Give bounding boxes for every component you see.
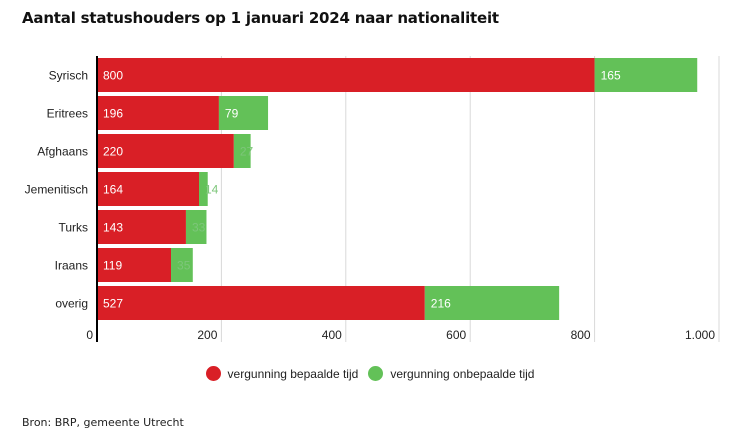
x-tick-label-600: 600 <box>446 328 466 342</box>
data-label-syrisch-onbepaald: 165 <box>601 69 621 83</box>
x-tick-label-200: 200 <box>197 328 217 342</box>
chart-title: Aantal statushouders op 1 januari 2024 n… <box>22 9 499 27</box>
category-label-eritrees: Eritrees <box>47 107 88 121</box>
bar-iraans-onbepaald <box>171 248 193 282</box>
legend-marker-onbepaald <box>368 366 384 381</box>
category-label-overig: overig <box>55 297 88 311</box>
bar-afghaans-onbepaald <box>233 134 251 168</box>
chart-area: 800 165 Syrisch 196 79 Eritrees 220 27 Afghaans 1… <box>25 56 720 342</box>
x-tick-label-800: 800 <box>571 328 591 342</box>
data-label-iraans-onbepaald: 35 <box>177 259 191 273</box>
data-label-turks-bepaald: 143 <box>103 221 123 235</box>
legend-item-onbepaald: vergunning onbepaalde tijd <box>368 366 534 381</box>
bar-iraans-bepaald <box>97 248 172 282</box>
source-note: Bron: BRP, gemeente Utrecht <box>22 416 184 429</box>
data-label-iraans-bepaald: 119 <box>103 259 122 273</box>
data-label-syrisch-bepaald: 800 <box>103 69 123 83</box>
legend-item-bepaald: vergunning bepaalde tijd <box>205 366 359 381</box>
data-label-overig-bepaald: 527 <box>103 297 123 311</box>
category-label-syrisch: Syrisch <box>49 69 88 83</box>
legend-marker-bepaald <box>205 366 221 381</box>
bar-syrisch-onbepaald <box>594 58 698 92</box>
data-label-jemenitisch-bepaald: 164 <box>103 183 123 197</box>
x-tick-label-400: 400 <box>322 328 342 342</box>
bar-overig-bepaald <box>97 286 425 320</box>
x-tick-label-1000: 1.000 <box>685 328 715 342</box>
legend-label-onbepaald: vergunning onbepaalde tijd <box>390 366 535 381</box>
data-label-overig-onbepaald: 216 <box>431 297 451 311</box>
x-tick-label-0: 0 <box>86 328 93 342</box>
data-label-eritrees-onbepaald: 79 <box>225 107 239 121</box>
category-label-afghaans: Afghaans <box>37 145 88 159</box>
data-label-turks-onbepaald: 33 <box>192 221 206 235</box>
legend: vergunning bepaalde tijd vergunning onbe… <box>0 366 740 381</box>
bar-eritrees-onbepaald <box>218 96 269 130</box>
bar-eritrees-bepaald <box>97 96 219 130</box>
bar-overig-onbepaald <box>424 286 560 320</box>
bar-jemenitisch-bepaald <box>97 172 200 206</box>
data-label-jemenitisch-onbepaald: 14 <box>205 183 219 197</box>
legend-label-bepaald: vergunning bepaalde tijd <box>227 366 359 381</box>
bar-turks-bepaald <box>97 210 186 244</box>
data-label-afghaans-bepaald: 220 <box>103 145 123 159</box>
bar-jemenitisch-onbepaald <box>199 172 208 206</box>
category-label-iraans: Iraans <box>55 259 88 273</box>
data-label-eritrees-bepaald: 196 <box>103 107 123 121</box>
data-label-afghaans-onbepaald: 27 <box>240 145 254 159</box>
category-label-jemenitisch: Jemenitisch <box>25 183 88 197</box>
bar-turks-onbepaald <box>185 210 207 244</box>
bar-afghaans-bepaald <box>97 134 234 168</box>
category-label-turks: Turks <box>58 221 88 235</box>
bar-syrisch-bepaald <box>97 58 595 92</box>
